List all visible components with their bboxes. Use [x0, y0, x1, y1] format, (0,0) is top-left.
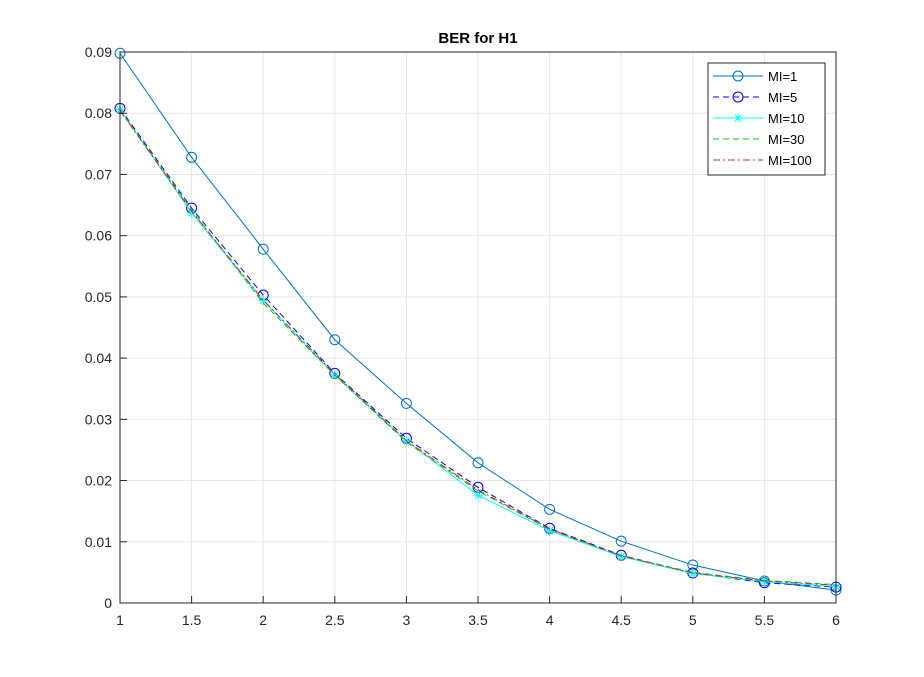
- legend-item-mi-5-marker: [732, 91, 744, 103]
- series-mi-1-point: [186, 151, 198, 163]
- series-mi-1-point: [329, 334, 341, 346]
- legend-item-mi-1: MI=1: [713, 69, 797, 84]
- y-tick-label: 0: [104, 595, 112, 611]
- series-group: [114, 47, 842, 596]
- y-tick-labels: 0 0.01 0.02 0.03 0.04 0.05 0.06 0.07 0.08 0.09: [85, 44, 112, 611]
- y-tick-label: 0.02: [85, 473, 112, 489]
- series-mi-10-point: [759, 577, 769, 587]
- legend-item-mi-100: MI=100: [713, 153, 812, 168]
- series-mi-1-line: [119, 52, 837, 591]
- legend-item-mi-1-marker: [732, 70, 744, 82]
- x-tick-label: 5.5: [755, 612, 775, 628]
- tick-marks: [119, 51, 837, 604]
- legend-item-mi-30-label: MI=30: [768, 132, 805, 147]
- y-tick-label: 0.07: [85, 166, 112, 182]
- legend-item-mi-10-marker: [733, 113, 743, 123]
- x-tick-label: 1: [116, 612, 124, 628]
- y-tick-label: 0.03: [85, 411, 112, 427]
- series-mi-100-line: [119, 110, 837, 586]
- series-mi-10-point: [545, 526, 555, 536]
- series-mi-10-point: [473, 490, 483, 500]
- series-mi-10-point: [187, 208, 197, 218]
- series-mi-1-point: [544, 503, 556, 515]
- series-mi-10-point: [616, 551, 626, 561]
- y-tick-label: 0.05: [85, 289, 112, 305]
- series-mi-1-point: [615, 535, 627, 547]
- x-tick-label: 4: [546, 612, 554, 628]
- series-mi-30: [119, 109, 837, 586]
- x-tick-label: 3.5: [468, 612, 488, 628]
- series-mi-1-point: [400, 397, 412, 409]
- y-tick-label: 0.01: [85, 534, 112, 550]
- x-tick-labels: 1 1.5 2 2.5 3 3.5 4 4.5 5 5.5 6: [116, 612, 840, 628]
- y-tick-label: 0.09: [85, 44, 112, 60]
- legend-item-mi-10-label: MI=10: [768, 111, 805, 126]
- x-tick-label: 4.5: [611, 612, 631, 628]
- x-tick-label: 2.5: [325, 612, 345, 628]
- legend-item-mi-5: MI=5: [713, 90, 797, 105]
- y-tick-label: 0.04: [85, 350, 112, 366]
- series-mi-1-point: [257, 243, 269, 255]
- series-mi-100: [119, 110, 837, 586]
- legend-item-mi-100-label: MI=100: [768, 153, 812, 168]
- legend-box: [707, 62, 826, 176]
- x-tick-label: 1.5: [182, 612, 202, 628]
- legend-item-mi-30: MI=30: [713, 132, 805, 147]
- x-tick-label: 3: [403, 612, 411, 628]
- series-mi-1-point: [472, 457, 484, 469]
- x-tick-label: 2: [259, 612, 267, 628]
- series-mi-1: [114, 47, 842, 596]
- series-mi-10-point: [258, 296, 268, 306]
- series-mi-10-point: [688, 569, 698, 579]
- legend-item-mi-1-label: MI=1: [768, 69, 797, 84]
- x-tick-label: 6: [832, 612, 840, 628]
- legend-item-mi-10: MI=10: [713, 111, 805, 126]
- y-tick-label: 0.06: [85, 228, 112, 244]
- legend: MI=1 MI=5 MI=10 MI=30 MI=100: [707, 62, 826, 176]
- chart-title: BER for H1: [438, 30, 517, 47]
- y-tick-label: 0.08: [85, 105, 112, 121]
- series-mi-30-line: [119, 109, 837, 586]
- x-tick-label: 5: [689, 612, 697, 628]
- legend-item-mi-5-label: MI=5: [768, 90, 797, 105]
